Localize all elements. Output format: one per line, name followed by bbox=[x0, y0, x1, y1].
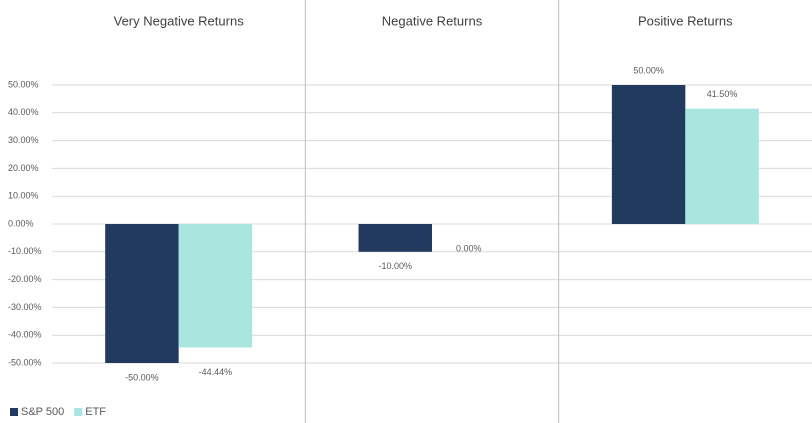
y-tick-label: 10.00% bbox=[8, 191, 39, 201]
y-tick-label: -10.00% bbox=[8, 246, 42, 256]
category-label: Negative Returns bbox=[382, 13, 483, 28]
y-tick-label: 50.00% bbox=[8, 79, 39, 89]
bar bbox=[358, 224, 432, 252]
y-tick-label: 20.00% bbox=[8, 163, 39, 173]
legend-label: S&P 500 bbox=[21, 406, 64, 418]
value-label: 0.00% bbox=[456, 243, 482, 253]
bar bbox=[611, 85, 686, 224]
bar bbox=[685, 108, 759, 224]
bar bbox=[105, 224, 179, 363]
value-label: -10.00% bbox=[379, 261, 413, 271]
legend-label: ETF bbox=[85, 406, 106, 418]
value-label: 41.50% bbox=[707, 89, 738, 99]
y-tick-label: -50.00% bbox=[8, 357, 42, 367]
value-label: 50.00% bbox=[633, 65, 664, 75]
y-tick-label: -20.00% bbox=[8, 274, 42, 284]
y-tick-label: 0.00% bbox=[8, 218, 34, 228]
y-tick-label: -30.00% bbox=[8, 302, 42, 312]
legend-swatch bbox=[74, 408, 83, 416]
y-tick-label: 30.00% bbox=[8, 135, 39, 145]
value-label: -44.44% bbox=[199, 367, 233, 377]
category-label: Very Negative Returns bbox=[114, 13, 245, 28]
bar bbox=[178, 224, 253, 348]
value-label: -50.00% bbox=[125, 372, 159, 382]
legend-swatch bbox=[10, 408, 18, 416]
category-label: Positive Returns bbox=[638, 13, 733, 28]
y-tick-label: 40.00% bbox=[8, 107, 39, 117]
y-tick-label: -40.00% bbox=[8, 330, 42, 340]
